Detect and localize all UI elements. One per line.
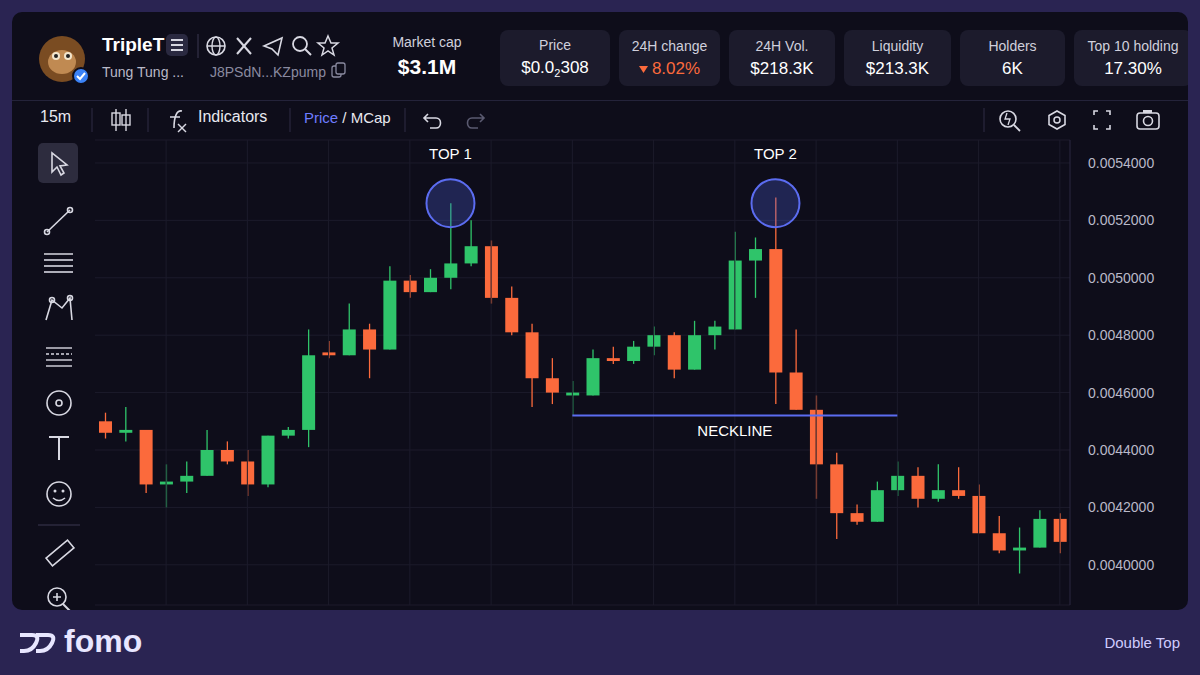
html-text:Liquidity: Liquidity bbox=[871, 37, 924, 54]
html-text:Double Top: Double Top bbox=[1104, 634, 1180, 651]
svg-text:0.0044000: 0.0044000 bbox=[1088, 442, 1154, 458]
html-text:Holders: Holders bbox=[988, 37, 1037, 54]
svg-text:0.0046000: 0.0046000 bbox=[1088, 385, 1154, 401]
html-text:$0.0: $0.0 bbox=[521, 57, 555, 77]
html-text:2: 2 bbox=[554, 67, 561, 80]
html-text:fomo: fomo bbox=[64, 623, 143, 659]
html-text:8.02%: 8.02% bbox=[651, 58, 701, 78]
html-text:TripleT: TripleT bbox=[102, 34, 165, 55]
svg-text:0.0054000: 0.0054000 bbox=[1088, 155, 1154, 171]
html-text:$218.3K: $218.3K bbox=[750, 58, 814, 78]
html-text:24H Vol.: 24H Vol. bbox=[755, 37, 809, 54]
html-text:Top 10 holding: Top 10 holding bbox=[1087, 37, 1179, 54]
html-text:J8PSdN...KZpump: J8PSdN...KZpump bbox=[210, 64, 326, 80]
html-text:Market cap: Market cap bbox=[392, 34, 462, 50]
svg-text:TOP 1: TOP 1 bbox=[429, 145, 472, 162]
svg-text:0.0042000: 0.0042000 bbox=[1088, 499, 1154, 515]
html-text:Price: Price bbox=[539, 36, 571, 53]
svg-text:0.0048000: 0.0048000 bbox=[1088, 327, 1154, 343]
html-text:24H change: 24H change bbox=[631, 37, 708, 54]
svg-text:0.0052000: 0.0052000 bbox=[1088, 212, 1154, 228]
svg-text:0.0050000: 0.0050000 bbox=[1088, 270, 1154, 286]
html-text:6K: 6K bbox=[1002, 58, 1023, 78]
svg-text:NECKLINE: NECKLINE bbox=[697, 422, 772, 439]
svg-text:TOP 2: TOP 2 bbox=[754, 145, 797, 162]
svg-text:0.0040000: 0.0040000 bbox=[1088, 557, 1154, 573]
html-text:308: 308 bbox=[560, 57, 589, 77]
html-text:Tung Tung ...: Tung Tung ... bbox=[102, 64, 184, 80]
html-text:$213.3K: $213.3K bbox=[865, 58, 930, 78]
html-text:$3.1M: $3.1M bbox=[397, 55, 457, 78]
html-text:Indicators: Indicators bbox=[198, 108, 268, 125]
html-text:Price / MCap: Price / MCap bbox=[304, 109, 391, 126]
html-text:17.30%: 17.30% bbox=[1104, 58, 1162, 78]
html-text:15m: 15m bbox=[40, 108, 72, 125]
